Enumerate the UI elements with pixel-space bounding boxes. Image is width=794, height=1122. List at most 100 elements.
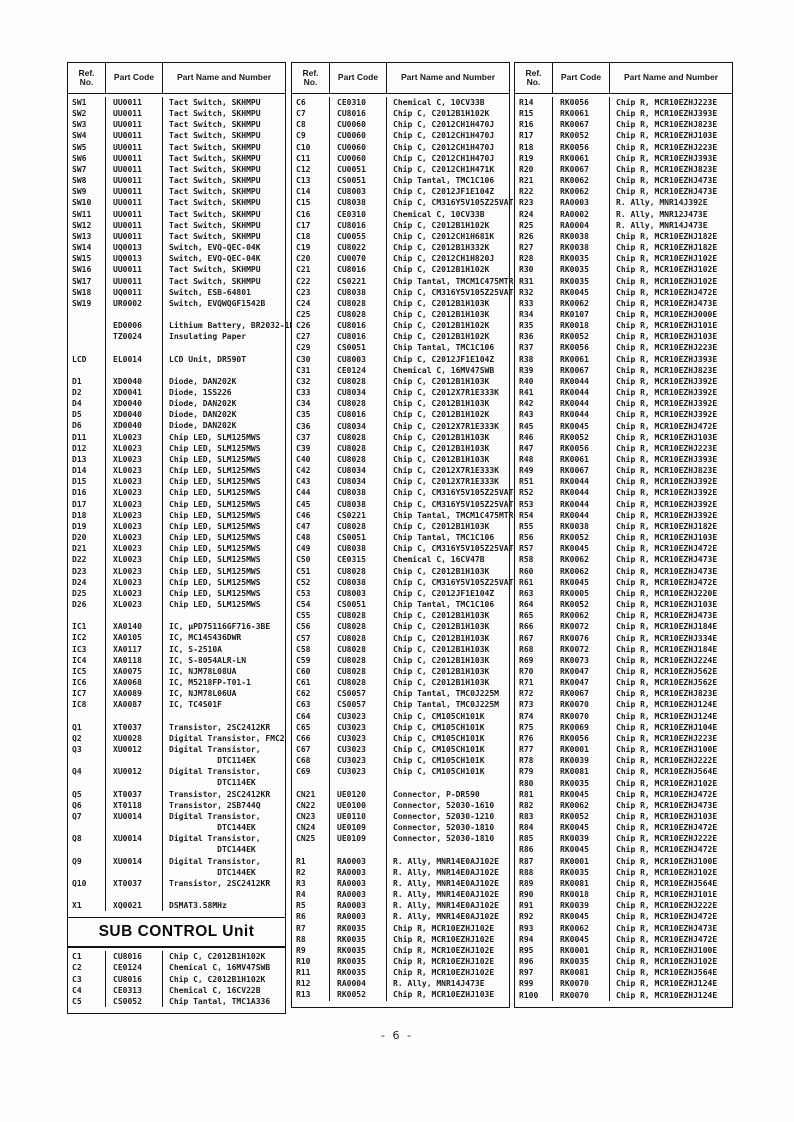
ref-cell: SW8 [68, 175, 106, 187]
table-row: SW19 UR0002 Switch, EVQWQGF1542B [68, 297, 285, 309]
table-row: R71 RK0047 Chip R, MCR10EZHJ562E [515, 677, 732, 689]
ref-cell: R74 [515, 710, 553, 722]
ref-cell: D1 [68, 375, 106, 388]
name-cell: Tact Switch, SKHMPU [169, 142, 261, 152]
name-cell: Chip R, MCR10EZHJ103E [393, 990, 495, 1000]
table-row: C6 CE0310 Chemical C, 10CV33B [292, 97, 509, 109]
table-row: R12 RA0004 R. Ally, MNR14J473E [292, 978, 509, 990]
table-row: SW13 UU0011 Tact Switch, SKHMPU [68, 230, 285, 243]
name-cell: Chip C, CM316Y5V105Z25VAT [393, 499, 514, 509]
code-cell: CU8038 [330, 543, 387, 555]
code-cell: CS0051 [330, 175, 387, 187]
ref-cell: R93 [515, 922, 553, 934]
code-cell: RK0044 [553, 498, 610, 510]
code-cell: CE0124 [106, 962, 163, 974]
code-cell: RK0070 [553, 699, 610, 711]
code-cell: CU8028 [330, 677, 387, 689]
table-row: R19 RK0061 Chip R, MCR10EZHJ393E [515, 152, 732, 164]
table-row: R56 RK0052 Chip R, MCR10EZHJ103E [515, 532, 732, 544]
ref-cell: D2 [68, 387, 106, 399]
name-cell: Chip R, MCR10EZHJ473E [616, 555, 718, 565]
name-cell: Chip C, C2012CH1H470J [393, 142, 495, 152]
name-cell: Digital Transistor, DTC144EK [169, 834, 261, 855]
table-row: C3 CU8016 Chip C, C2012B1H102K [68, 973, 285, 985]
code-cell: RK0035 [553, 275, 610, 287]
ref-cell: R51 [515, 476, 553, 488]
ref-cell: R43 [515, 409, 553, 421]
name-cell: Digital Transistor, DTC114EK [169, 744, 261, 766]
ref-cell: R83 [515, 811, 553, 823]
table-row: CN22 UE0100 Connector, 52030-1610 [292, 799, 509, 811]
ref-cell: R13 [292, 989, 330, 1001]
ref-cell: CN24 [292, 822, 330, 834]
ref-cell: C54 [292, 599, 330, 611]
code-cell: CS0057 [330, 699, 387, 711]
table-row: R80 RK0035 Chip R, MCR10EZHJ102E [515, 777, 732, 789]
code-cell: CU8022 [330, 242, 387, 254]
table-row [68, 889, 285, 901]
code-cell: XT0037 [106, 721, 163, 733]
name-cell: R. Ally, MNR14E0AJ102E [393, 867, 499, 877]
table-row: R95 RK0001 Chip R, MCR10EZHJ100E [515, 944, 732, 957]
ref-cell [68, 610, 106, 622]
table-row: C60 CU8028 Chip C, C2012B1H103K [292, 665, 509, 678]
table-row: R27 RK0038 Chip R, MCR10EZHJ182E [515, 242, 732, 254]
table-row: SW8 UU0011 Tact Switch, SKHMPU [68, 175, 285, 187]
code-cell: CU0070 [330, 253, 387, 265]
code-cell: CU8028 [330, 398, 387, 410]
ref-cell: C52 [292, 576, 330, 588]
name-cell: Chip R, MCR10EZHJ102E [393, 945, 495, 955]
ref-cell: R25 [515, 219, 553, 231]
code-cell: RK0035 [330, 956, 387, 968]
name-cell: Chip C, C2012B1H102K [393, 321, 490, 331]
name-cell: Chip R, MCR10EZHJ472E [616, 789, 718, 799]
name-cell: Chip R, MCR10EZHJ823E [616, 120, 718, 130]
code-cell: XD0041 [106, 387, 163, 399]
table-row: C43 CU8034 Chip C, C2012X7R1E333K [292, 476, 509, 488]
table-row: D6 XD0040 Diode, DAN202K [68, 420, 285, 432]
name-cell: Chip LED, SLM125MWS [169, 599, 261, 609]
ref-cell [68, 364, 106, 376]
ref-cell: R65 [515, 610, 553, 622]
ref-cell: CN22 [292, 799, 330, 811]
ref-cell: C40 [292, 454, 330, 466]
code-cell: XL0023 [106, 476, 163, 488]
code-cell: RK0045 [553, 911, 610, 923]
code-cell [106, 342, 163, 354]
ref-cell: IC7 [68, 688, 106, 700]
name-cell: Chip C, C2012JF1E104Z [393, 354, 495, 364]
name-cell: Chip LED, SLM125MWS [169, 499, 261, 509]
name-cell: Chip C, CM105CH101K [393, 711, 485, 721]
ref-cell: R36 [515, 331, 553, 343]
code-cell: CU3023 [330, 766, 387, 778]
name-cell: Chip C, CM316Y5V105Z25VAT [393, 544, 514, 554]
ref-cell [68, 331, 106, 343]
name-cell: R. Ally, MNR14E0AJ102E [393, 901, 499, 911]
table-row: IC2 XA0105 IC, MC145436DWR [68, 632, 285, 644]
code-cell: RK0045 [553, 844, 610, 856]
table-row: C51 CU8028 Chip C, C2012B1H103K [292, 565, 509, 577]
ref-cell: R52 [515, 487, 553, 499]
code-cell: RA0004 [553, 219, 610, 231]
code-cell: XD0040 [106, 409, 163, 421]
ref-cell: Q3 [68, 743, 106, 767]
code-cell: UU0011 [106, 197, 163, 209]
name-cell: Chip Tantal, TMC0J225M [393, 689, 499, 699]
name-cell: Chip R, MCR10EZHJ103E [616, 432, 718, 442]
ref-cell: R15 [515, 108, 553, 120]
code-cell: RK0062 [553, 175, 610, 187]
name-cell: Tact Switch, SKHMPU [169, 164, 261, 174]
name-cell: Chip C, C2012X7R1E333K [393, 477, 499, 487]
table-row: D1 XD0040 Diode, DAN202K [68, 375, 285, 388]
table-row: R45 RK0045 Chip R, MCR10EZHJ472E [515, 420, 732, 432]
table-row: R64 RK0052 Chip R, MCR10EZHJ103E [515, 599, 732, 611]
table-row: R11 RK0035 Chip R, MCR10EZHJ102E [292, 967, 509, 979]
name-cell: Chip R, MCR10EZHJ472E [616, 934, 718, 944]
name-cell: Chip R, MCR10EZHJ222E [616, 901, 718, 911]
ref-cell: R82 [515, 799, 553, 811]
name-cell: Chip R, MCR10EZHJ473E [616, 566, 718, 576]
parts-table: Ref. No. Part Code Part Name and Number C6 C… [291, 62, 514, 1008]
code-cell: RK0035 [330, 922, 387, 934]
ref-cell: IC5 [68, 665, 106, 678]
name-cell: Chip R, MCR10EZHJ102E [393, 968, 495, 978]
